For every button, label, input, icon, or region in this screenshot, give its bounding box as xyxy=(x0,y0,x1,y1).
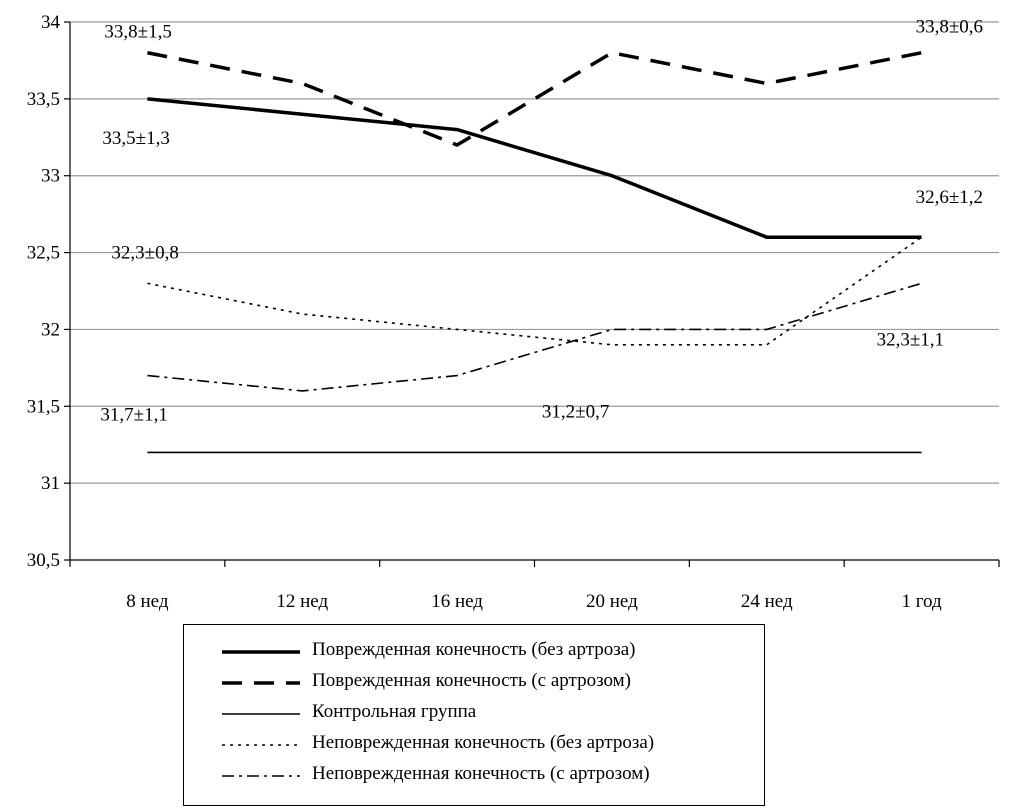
legend-label: Неповрежденная конечность (без артроза) xyxy=(312,732,655,753)
y-tick-label: 32,5 xyxy=(27,243,60,264)
legend: Поврежденная конечность (без артроза) Пов… xyxy=(183,624,765,806)
data-label: 32,6±1,2 xyxy=(916,187,983,208)
line-chart: 30,5 31 31,5 32 32,5 33 33,5 34 8 нед 12 нед 16 не… xyxy=(27,12,1000,612)
data-label: 32,3±0,8 xyxy=(111,242,178,263)
legend-swatch xyxy=(222,681,300,685)
data-label: 31,2±0,7 xyxy=(542,401,609,422)
series-line-2 xyxy=(147,50,922,147)
legend-label: Поврежденная конечность (без артроза) xyxy=(312,639,636,660)
series-line-1 xyxy=(147,97,922,239)
y-tick-label: 30,5 xyxy=(27,550,60,571)
x-tick-label: 16 нед xyxy=(431,591,483,612)
y-tick-label: 31,5 xyxy=(27,396,60,417)
x-tick-label: 12 нед xyxy=(276,591,328,612)
legend-swatch xyxy=(222,744,300,746)
data-label: 33,5±1,3 xyxy=(102,128,169,149)
y-tick-label: 34 xyxy=(41,12,61,33)
series-line-4 xyxy=(147,236,923,346)
x-tick-label: 24 нед xyxy=(741,591,793,612)
data-label: 33,8±1,5 xyxy=(104,22,171,43)
legend-label: Неповрежденная конечность (с артрозом) xyxy=(312,763,650,784)
y-tick-label: 31 xyxy=(41,473,60,494)
x-tick-label: 20 нед xyxy=(586,591,638,612)
legend-swatch xyxy=(222,775,300,777)
legend-swatch xyxy=(222,650,300,654)
data-label: 31,7±1,1 xyxy=(100,405,167,426)
y-tick-label: 33 xyxy=(41,166,60,187)
legend-label: Поврежденная конечность (с артрозом) xyxy=(312,670,631,691)
y-tick-label: 32 xyxy=(41,319,60,340)
legend-label: Контрольная группа xyxy=(312,701,477,722)
data-label: 32,3±1,1 xyxy=(877,329,944,350)
x-tick-label: 1 год xyxy=(901,591,942,612)
legend-swatch xyxy=(222,713,300,715)
y-tick-label: 33,5 xyxy=(27,89,60,110)
data-label: 33,8±0,6 xyxy=(916,17,983,38)
series-line-5 xyxy=(147,282,922,392)
x-tick-label: 8 нед xyxy=(126,591,169,612)
